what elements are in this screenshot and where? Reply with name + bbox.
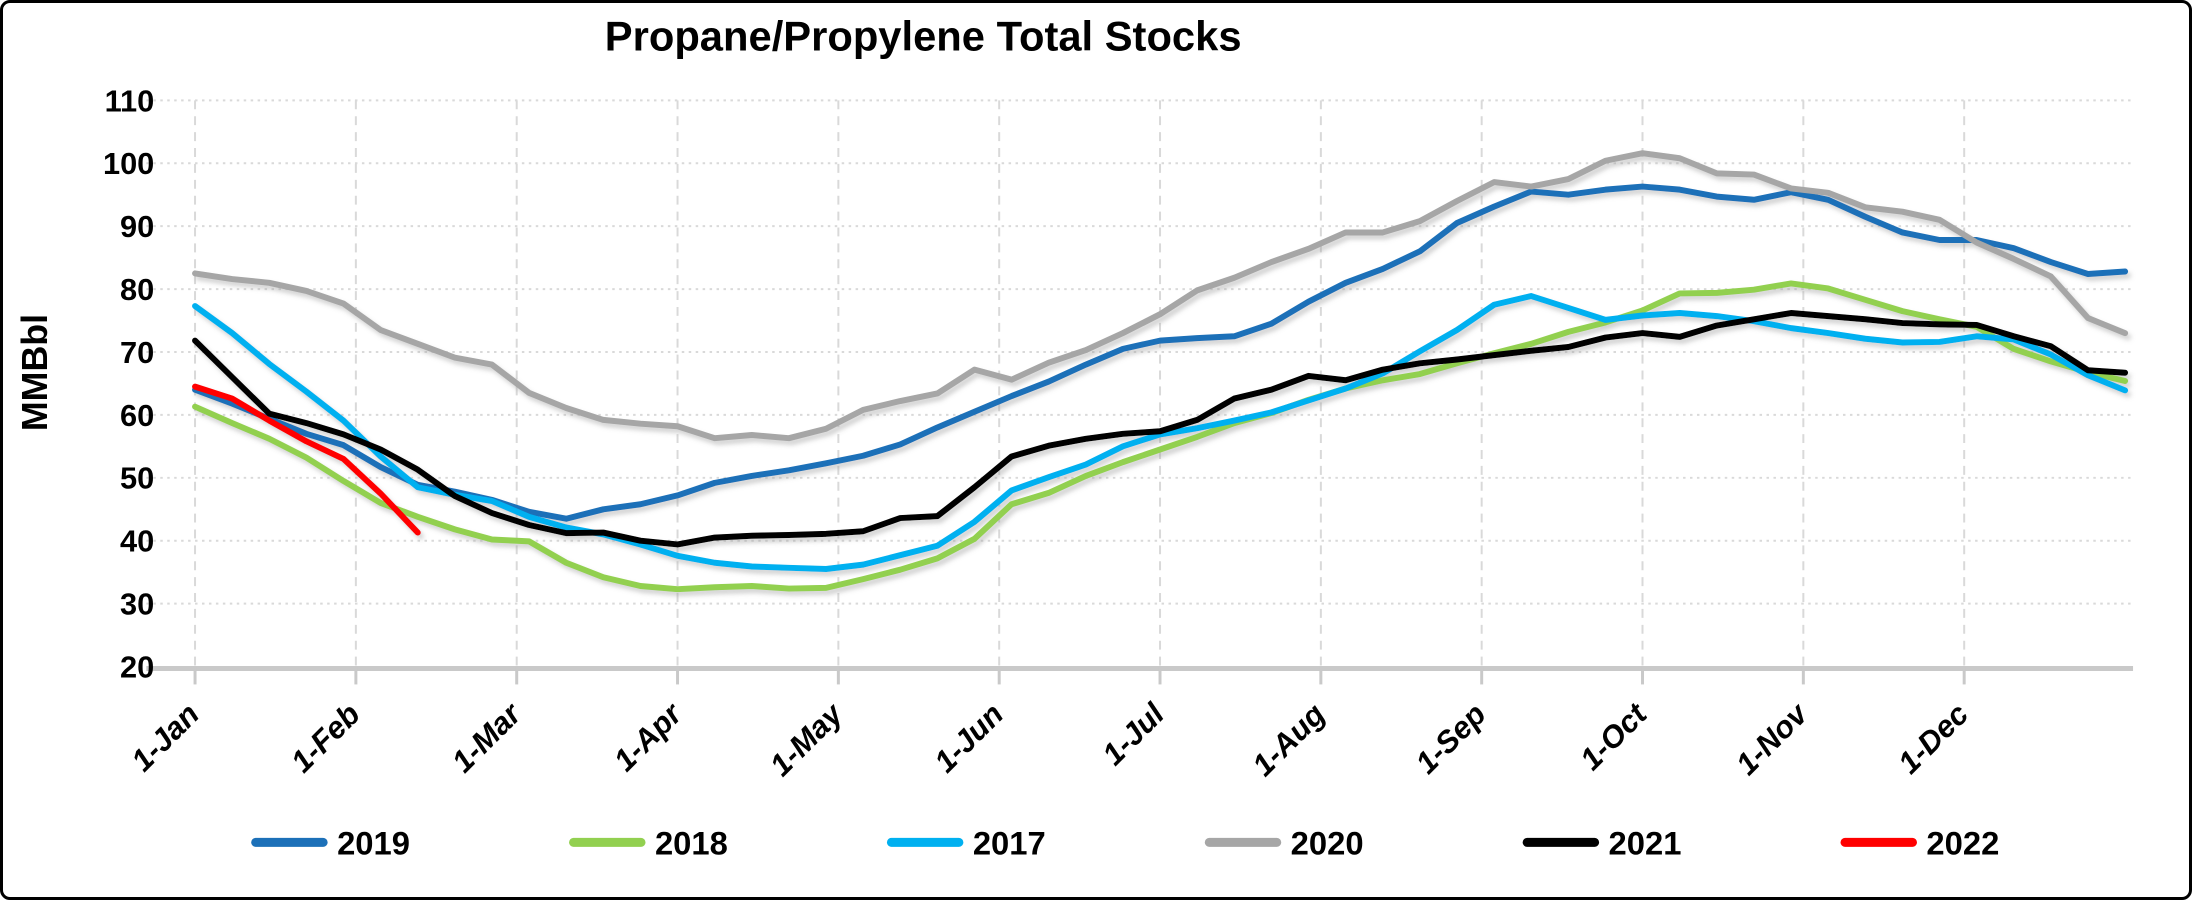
- legend-item-2018: 2018: [569, 824, 728, 861]
- x-tick-label: 1-Feb: [284, 696, 367, 779]
- legend-item-2022: 2022: [1840, 824, 1999, 861]
- y-tick-label: 50: [120, 461, 154, 496]
- series-line-2022: [192, 383, 421, 536]
- series-line-2018: [192, 280, 2129, 593]
- x-tick-label: 1-Mar: [445, 695, 529, 779]
- legend-label: 2021: [1609, 824, 1682, 861]
- x-tick-label: 1-Jul: [1095, 695, 1172, 772]
- legend-item-2019: 2019: [251, 824, 410, 861]
- y-tick-label: 100: [103, 146, 154, 181]
- legend-item-2021: 2021: [1522, 824, 1682, 861]
- x-axis-line: [146, 666, 2134, 685]
- y-tick-label: 60: [120, 398, 154, 433]
- legend-label: 2019: [337, 824, 410, 861]
- x-tick-label: 1-May: [763, 695, 851, 783]
- legend-item-2017: 2017: [886, 824, 1046, 861]
- chart-title: Propane/Propylene Total Stocks: [605, 13, 1242, 60]
- series-lines: [192, 150, 2129, 593]
- x-tick-label: 1-Nov: [1729, 695, 1816, 782]
- x-tick-label: 1-Apr: [607, 695, 690, 778]
- y-tick-label: 40: [120, 524, 154, 559]
- legend-label: 2018: [655, 824, 728, 861]
- legend-label: 2017: [973, 824, 1046, 861]
- legend-item-2020: 2020: [1204, 824, 1364, 861]
- x-tick-label: 1-Oct: [1573, 695, 1655, 777]
- x-tick-label: 1-Aug: [1245, 696, 1332, 783]
- series-line-2019: [192, 183, 2129, 522]
- y-tick-label: 30: [120, 587, 154, 622]
- legend: 2019 2018 2017 2020 2021 2022: [251, 824, 1999, 861]
- series-line-2021: [192, 310, 2129, 548]
- plot-grid: [146, 99, 2134, 667]
- x-tick-label: 1-Dec: [1891, 696, 1975, 780]
- y-tick-label: 20: [120, 649, 154, 684]
- y-tick-label: 70: [120, 335, 154, 370]
- legend-label: 2020: [1291, 824, 1364, 861]
- legend-label: 2022: [1926, 824, 1999, 861]
- y-tick-label: 110: [105, 83, 155, 118]
- x-tick-label: 1-Sep: [1409, 696, 1493, 780]
- y-tick-label: 90: [120, 209, 154, 244]
- series-line-2020: [192, 150, 2129, 442]
- axis-tick-labels: 20 30 40 50 60 70 80 90 100 110 1-Jan 1-Feb 1-Mar 1-A…: [103, 83, 1975, 783]
- chart-svg: 20 30 40 50 60 70 80 90 100 110 1-Jan 1-Feb 1-Mar 1-A…: [15, 13, 2134, 861]
- series-line-2017: [192, 293, 2129, 572]
- y-tick-label: 80: [120, 272, 154, 307]
- x-tick-label: 1-Jun: [927, 696, 1010, 779]
- y-axis-label: MMBbl: [15, 314, 55, 431]
- x-tick-label: 1-Jan: [124, 696, 206, 778]
